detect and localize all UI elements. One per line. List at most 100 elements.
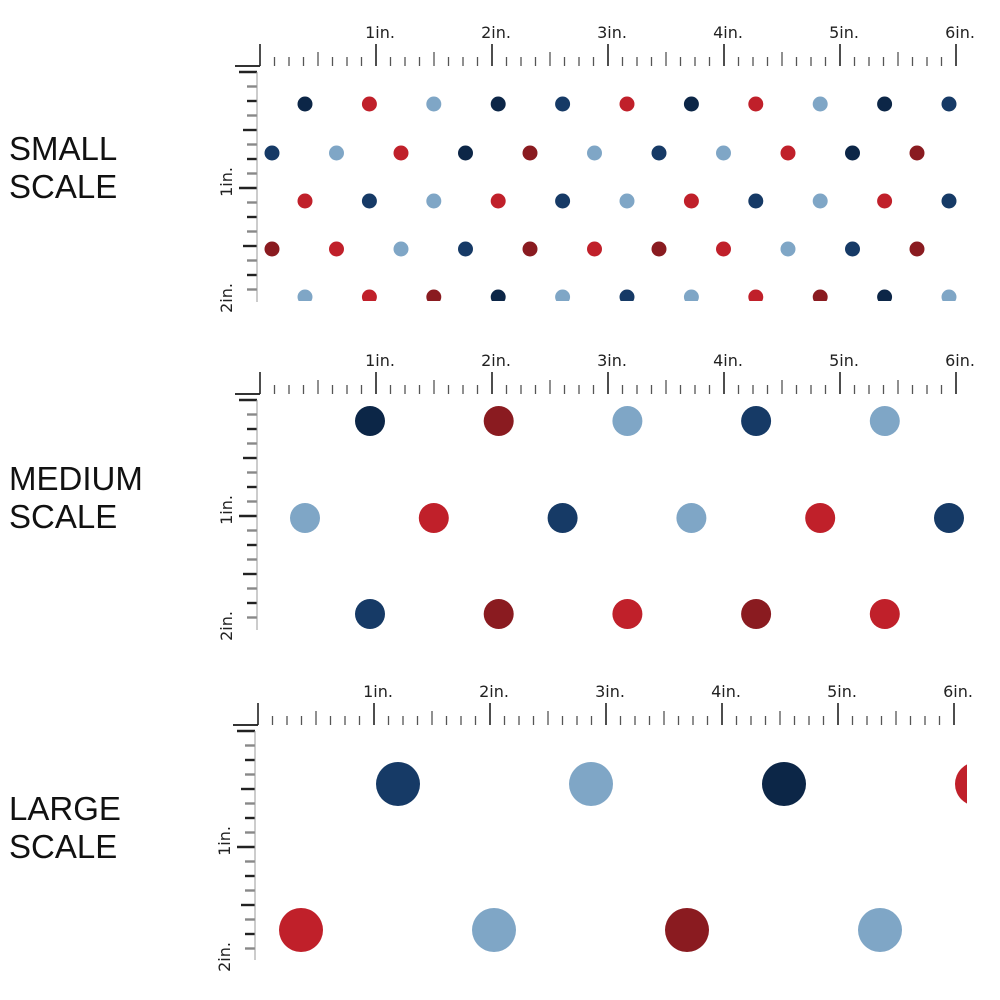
small-polka-dot [361,193,377,209]
small-polka-dot [812,96,828,112]
medium-polka-dot [612,406,643,436]
small-polka-dot [361,96,377,112]
small-polka-dot [683,96,699,112]
medium-h-label: 1in. [365,351,395,370]
small-h-label: 2in. [481,23,511,42]
medium-polka-dot [355,406,385,436]
small-polka-dot [812,193,828,209]
medium-polka-dot [547,503,578,533]
large-h-label: 1in. [363,682,393,701]
small-dots [264,96,957,301]
small-polka-dot [619,193,635,209]
small-polka-dot [780,241,796,257]
small-polka-dot [683,193,699,209]
small-polka-dot [812,289,828,301]
large-scale-title-line2: SCALE [9,828,118,865]
medium-scale-title-line2: SCALE [9,498,118,535]
large-polka-dot [472,908,516,952]
small-v-label: 1in. [217,167,236,197]
small-h-label: 6in. [945,23,975,42]
small-polka-dot [619,289,635,301]
medium-polka-dot [869,599,900,629]
small-polka-dot [393,241,409,257]
medium-h-label: 5in. [829,351,859,370]
large-polka-dot [858,908,902,952]
small-polka-dot [780,145,796,161]
medium-h-label: 4in. [713,351,743,370]
large-h-label: 6in. [943,682,973,701]
medium-polka-dot [741,406,772,436]
medium-polka-dot [741,599,772,629]
small-scale-title-line2: SCALE [9,168,118,205]
small-polka-dot [748,289,764,301]
small-polka-dot [426,193,442,209]
medium-polka-dot [418,503,449,533]
small-polka-dot [555,96,571,112]
medium-v-label: 1in. [217,495,236,525]
small-polka-dot [264,145,280,161]
small-h-label: 5in. [829,23,859,42]
small-polka-dot [941,289,957,301]
small-polka-dot [651,145,667,161]
small-polka-dot [458,241,473,257]
small-polka-dot [909,145,925,161]
small-h-label: 3in. [597,23,627,42]
small-polka-dot [329,145,344,161]
small-polka-dot [329,241,344,257]
small-polka-dot [941,96,957,112]
small-polka-dot [555,289,571,301]
medium-polka-dot [934,503,964,533]
large-polka-dot [569,762,613,806]
small-polka-dot [748,96,764,112]
medium-h-label: 3in. [597,351,627,370]
medium-v-label: 2in. [217,611,236,641]
small-polka-dot [264,241,280,257]
small-polka-dot [490,193,506,209]
small-v-label: 2in. [217,283,236,313]
medium-dots [290,406,964,629]
medium-scale-label: MEDIUM SCALE [9,460,143,536]
small-polka-dot [716,241,731,257]
small-polka-dot [877,193,893,209]
small-polka-dot [490,289,506,301]
small-polka-dot [748,193,764,209]
small-polka-dot [845,145,860,161]
small-polka-dot [877,289,893,301]
small-polka-dot [297,289,313,301]
small-polka-dot [716,145,731,161]
large-polka-dot [279,908,323,952]
large-polka-dot [665,908,709,952]
medium-polka-dot [676,503,707,533]
medium-polka-dot [483,406,514,436]
large-scale-label: LARGE SCALE [9,790,121,866]
small-h-label: 4in. [713,23,743,42]
small-polka-dot [877,96,893,112]
small-polka-dot [458,145,473,161]
large-scale-title-line1: LARGE [9,790,121,827]
large-polka-dot [762,762,806,806]
small-polka-dot [297,193,313,209]
small-polka-dot [651,241,667,257]
large-dots [279,762,967,952]
medium-polka-dot [355,599,385,629]
small-polka-dot [522,241,538,257]
small-scale-label: SMALL SCALE [9,130,117,206]
small-polka-dot [909,241,925,257]
large-h-label: 3in. [595,682,625,701]
large-v-label: 1in. [215,826,234,856]
large-h-label: 4in. [711,682,741,701]
small-polka-dot [490,96,506,112]
medium-scale-title-line1: MEDIUM [9,460,143,497]
small-polka-dot [297,96,313,112]
large-polka-dot [955,764,967,804]
small-polka-dot [587,241,602,257]
small-polka-dot [845,241,860,257]
small-polka-dot [426,96,442,112]
medium-h-label: 6in. [945,351,975,370]
medium-h-label: 2in. [481,351,511,370]
medium-polka-dot [290,503,320,533]
medium-polka-dot [612,599,643,629]
small-polka-dot [393,145,409,161]
small-polka-dot [683,289,699,301]
